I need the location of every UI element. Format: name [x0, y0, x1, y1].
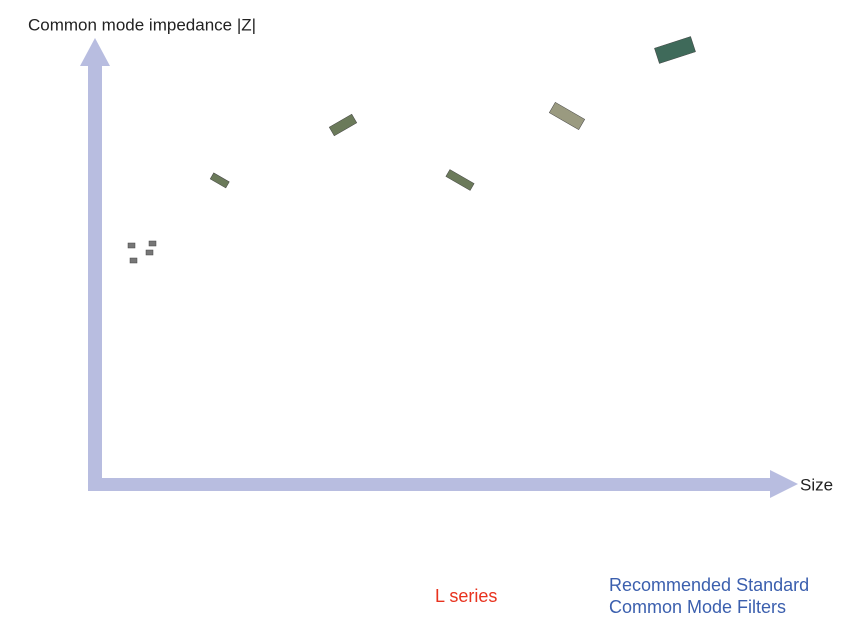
y-axis — [88, 62, 102, 490]
x-axis — [88, 478, 776, 491]
legend-label: L series — [435, 586, 498, 606]
legend-label: Recommended Standard Common Mode Filters — [609, 575, 810, 617]
product-images — [127, 36, 696, 264]
x-axis-title: Size — [800, 475, 833, 494]
y-axis-title: Common mode impedance |Z| — [28, 15, 256, 34]
x-axis-arrow — [770, 470, 798, 498]
y-axis-arrow — [80, 38, 110, 66]
